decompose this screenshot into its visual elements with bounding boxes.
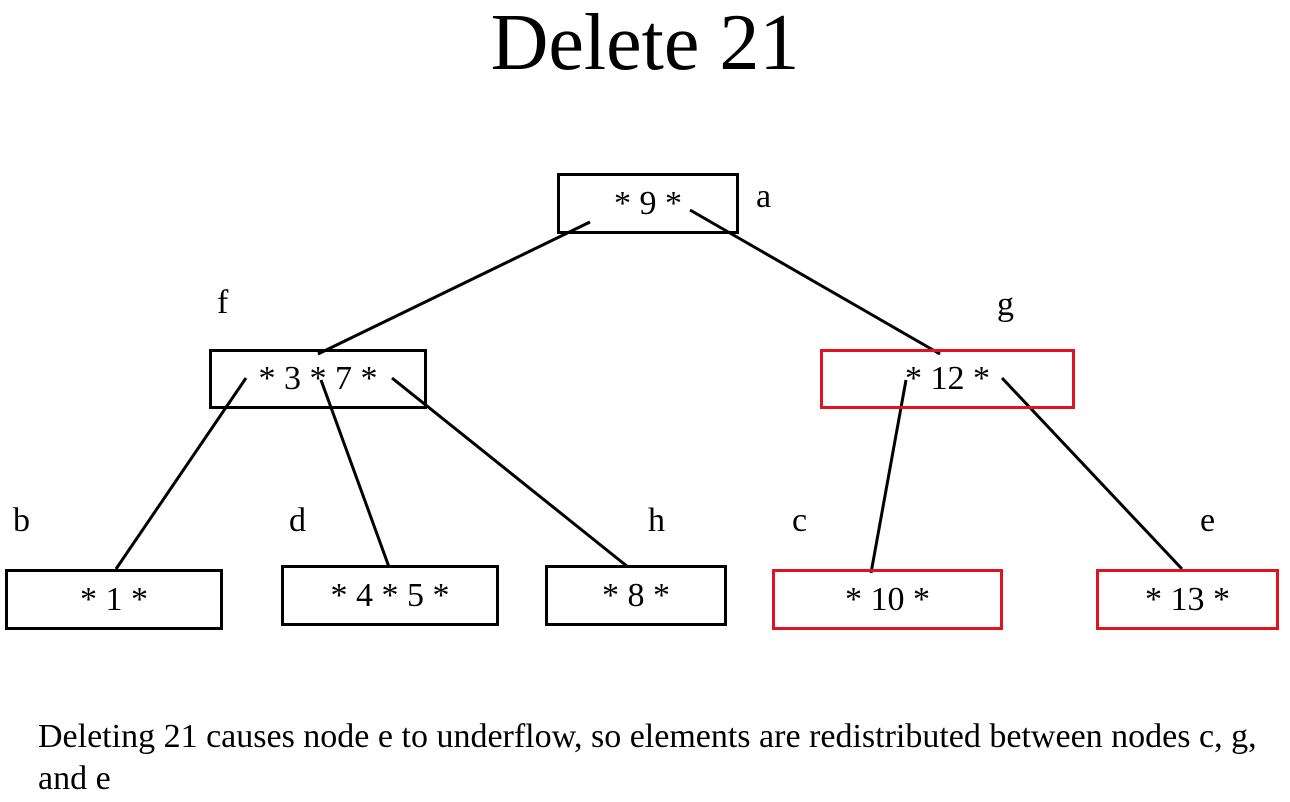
node-b-label: b bbox=[13, 502, 30, 539]
node-h: * 8 * bbox=[545, 565, 727, 626]
node-f: * 3 * 7 * bbox=[209, 349, 427, 409]
node-e: * 13 * bbox=[1096, 569, 1279, 630]
edge-a-g bbox=[689, 208, 941, 356]
edge-f-b bbox=[114, 377, 248, 570]
edge-f-d bbox=[319, 379, 391, 568]
node-g-keys: * 12 * bbox=[905, 360, 990, 397]
node-e-label: e bbox=[1200, 502, 1216, 539]
diagram-caption: Deleting 21 causes node e to underflow, … bbox=[38, 718, 1257, 797]
node-g: * 12 * bbox=[820, 349, 1075, 409]
node-a-label: a bbox=[756, 178, 772, 215]
node-d: * 4 * 5 * bbox=[281, 565, 499, 626]
node-c: * 10 * bbox=[772, 569, 1003, 630]
node-a: * 9 * bbox=[557, 173, 739, 234]
node-g-label: g bbox=[997, 286, 1014, 323]
node-d-keys: * 4 * 5 * bbox=[330, 576, 450, 614]
edge-a-f bbox=[317, 220, 591, 356]
edge-f-h bbox=[391, 376, 629, 569]
edge-g-e bbox=[1000, 376, 1184, 571]
node-c-keys: * 10 * bbox=[845, 580, 930, 618]
diagram-title: Delete 21 bbox=[490, 0, 800, 87]
node-a-keys: * 9 * bbox=[614, 184, 682, 222]
node-d-label: d bbox=[289, 502, 306, 539]
node-h-label: h bbox=[648, 502, 665, 539]
node-c-label: c bbox=[792, 502, 808, 539]
node-h-keys: * 8 * bbox=[602, 576, 670, 614]
node-b: * 1 * bbox=[5, 569, 223, 630]
node-e-keys: * 13 * bbox=[1145, 580, 1230, 618]
node-f-keys: * 3 * 7 * bbox=[258, 360, 378, 397]
edge-g-c bbox=[869, 379, 908, 574]
node-f-label: f bbox=[217, 284, 229, 321]
node-b-keys: * 1 * bbox=[80, 580, 148, 618]
